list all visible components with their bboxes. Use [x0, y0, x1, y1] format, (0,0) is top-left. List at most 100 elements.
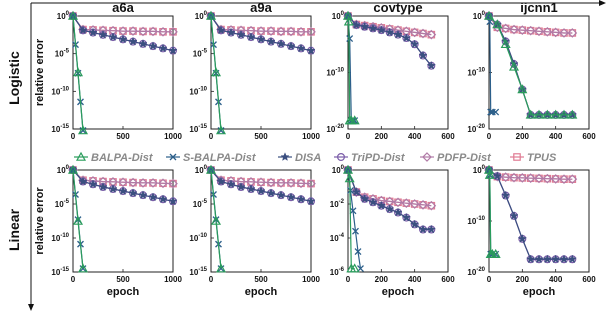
y-tick-label: 10-5 [193, 49, 208, 59]
data-point [128, 36, 138, 46]
chart-p14: 100 10-10 10-200 200 400 600 ijcnn1 [467, 0, 596, 141]
data-point [77, 125, 89, 135]
data-point [418, 28, 428, 39]
x-tick-label: 1000 [302, 132, 320, 141]
y-tick-label: 10-2 [330, 199, 345, 209]
data-point [401, 33, 411, 42]
series-balpa-dist [205, 164, 227, 273]
data-point [205, 164, 217, 174]
x-tick-label: 1000 [302, 275, 320, 284]
data-point [343, 16, 354, 26]
legend-label: PDFP-Dist [437, 152, 492, 164]
x-axis-label: epoch [523, 286, 556, 298]
data-point [508, 61, 520, 71]
x-tick-label: 400 [549, 132, 563, 141]
data-point [216, 25, 226, 35]
x-tick-label: 0 [71, 132, 76, 141]
data-point [534, 173, 544, 184]
data-point [551, 254, 561, 264]
x-tick-label: 400 [549, 275, 563, 284]
data-point [525, 25, 536, 36]
data-point [418, 200, 428, 210]
data-point [484, 169, 495, 179]
data-point [88, 179, 98, 189]
y-tick-label: 100 [57, 11, 70, 21]
data-point [533, 109, 545, 119]
data-point [210, 67, 222, 77]
data-point [128, 188, 138, 198]
y-axis-label: relative error [34, 38, 46, 106]
data-point [78, 176, 88, 186]
legend-label: TPUS [527, 152, 557, 164]
series-balpa-dist [483, 164, 501, 258]
data-point [534, 254, 544, 264]
data-point [360, 194, 370, 203]
top-axis-arrowhead [599, 0, 606, 6]
chart-p11: 100 10-5 10-10 10-150 500 1000 a6a relative err… [34, 0, 182, 141]
legend-label: DISA [295, 152, 321, 164]
data-point [354, 248, 362, 256]
data-point [306, 196, 316, 206]
data-point [542, 109, 553, 119]
data-point [487, 108, 495, 116]
data-point [542, 26, 553, 37]
data-point [360, 21, 370, 31]
data-point [128, 177, 138, 188]
data-point [359, 192, 370, 203]
data-point [509, 24, 519, 35]
series-balpa-dist [483, 10, 578, 119]
data-point [266, 177, 276, 188]
data-point [550, 174, 561, 184]
chart-p21: 100 10-5 10-10 10-150 500 1000 relative error e… [34, 164, 182, 298]
data-point [205, 10, 217, 20]
data-point [567, 109, 577, 119]
data-point [148, 178, 158, 188]
data-point [542, 173, 553, 184]
row-label-linear: Linear [6, 208, 22, 251]
legend-entry-tripd-dist: TriPD-Dist [334, 152, 406, 164]
data-point [517, 25, 528, 35]
data-point [296, 43, 306, 53]
x-tick-label: 0 [487, 275, 492, 284]
data-point [266, 36, 276, 46]
y-tick-label: 10-15 [189, 267, 207, 277]
x-tick-label: 0 [487, 132, 492, 141]
data-point [67, 10, 79, 20]
y-tick-label: 10-10 [189, 86, 207, 96]
legend-marker [337, 153, 346, 162]
chart-p24: 100 10-10 10-200 200 400 600 epoch [467, 164, 596, 298]
data-point [567, 254, 577, 264]
data-point [409, 199, 420, 209]
x-tick-label: 200 [516, 132, 530, 141]
data-point [72, 215, 84, 225]
data-point [410, 219, 420, 229]
data-point [286, 41, 296, 51]
data-point [542, 254, 552, 264]
data-point [296, 26, 306, 37]
legend-marker [422, 152, 432, 162]
series-line [72, 169, 84, 269]
y-tick-label: 10-20 [326, 124, 344, 134]
y-tick-label: 10-5 [55, 49, 70, 59]
data-point [266, 188, 276, 198]
data-point [509, 172, 519, 183]
legend-label: S-BALPA-Dist [183, 152, 257, 164]
data-point [138, 38, 148, 48]
data-point [349, 115, 360, 125]
data-point [525, 173, 536, 184]
legend-marker [280, 152, 290, 161]
data-point [158, 194, 168, 204]
data-point [344, 173, 355, 183]
series-pdfp-dist [484, 165, 578, 185]
chart-title: covtype [373, 0, 422, 15]
data-point [276, 178, 286, 188]
data-point [79, 127, 87, 134]
data-point [98, 29, 108, 39]
chart-title: a9a [250, 0, 272, 15]
data-point [168, 196, 178, 206]
data-point [426, 200, 437, 211]
data-point [138, 26, 148, 37]
y-tick-label: 10-4 [330, 233, 345, 243]
data-point [501, 190, 511, 200]
data-point [418, 50, 428, 60]
